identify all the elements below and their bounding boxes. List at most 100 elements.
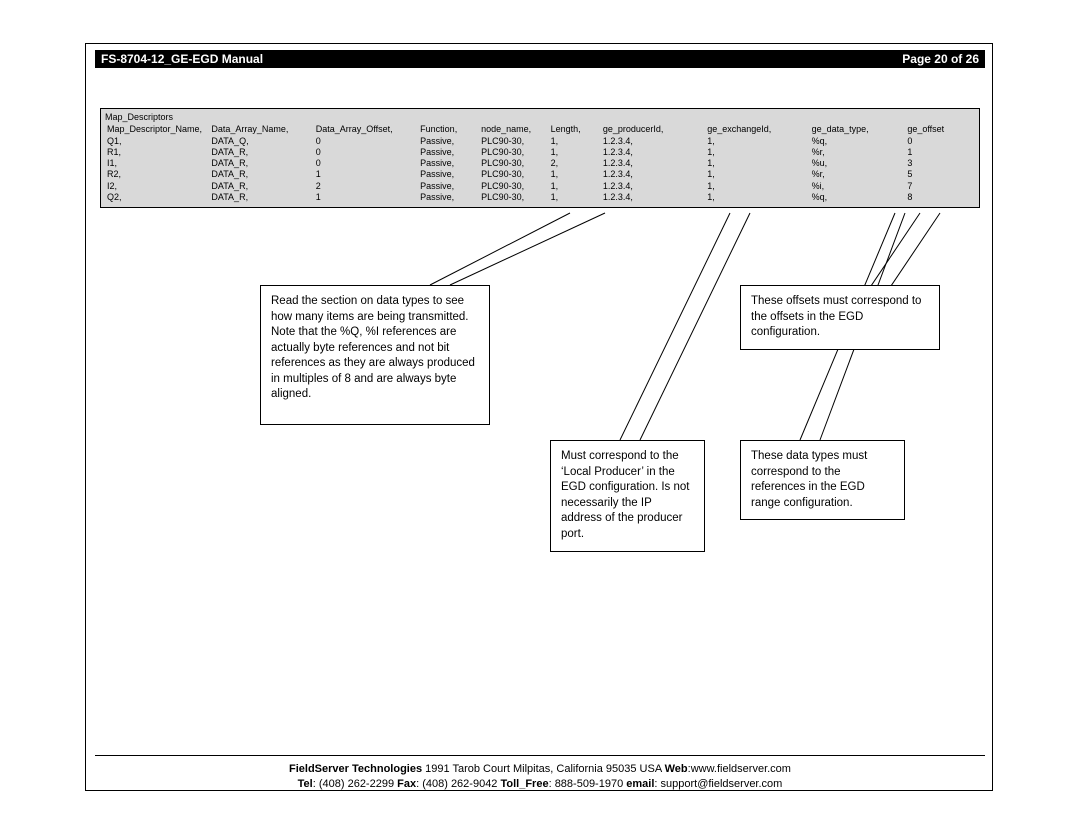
column-header: ge_data_type,: [810, 124, 906, 135]
callout-range-config: These data types must correspond to the …: [740, 440, 905, 520]
table-row: I1,DATA_R,0Passive,PLC90-30,2,1.2.3.4,1,…: [105, 158, 975, 169]
table-cell: 0: [314, 158, 418, 169]
table-cell: PLC90-30,: [479, 169, 549, 180]
table-cell: 1,: [549, 169, 601, 180]
footer-web-label: Web: [665, 763, 688, 775]
footer-email-value: : support@fieldserver.com: [654, 778, 782, 790]
table-cell: 1: [314, 169, 418, 180]
footer-company: FieldServer Technologies: [289, 763, 422, 775]
table-cell: %q,: [810, 136, 906, 147]
table-row: R2,DATA_R,1Passive,PLC90-30,1,1.2.3.4,1,…: [105, 169, 975, 180]
table-cell: 1: [314, 192, 418, 203]
table-cell: PLC90-30,: [479, 147, 549, 158]
table-cell: 1.2.3.4,: [601, 169, 705, 180]
table-cell: 1,: [705, 158, 809, 169]
table-cell: R2,: [105, 169, 209, 180]
column-header: ge_offset: [905, 124, 975, 135]
table-cell: I1,: [105, 158, 209, 169]
table-cell: 0: [314, 147, 418, 158]
callout-offsets: These offsets must correspond to the off…: [740, 285, 940, 350]
table-cell: PLC90-30,: [479, 181, 549, 192]
footer-fax-value: : (408) 262-9042: [416, 778, 500, 790]
table-cell: Q2,: [105, 192, 209, 203]
column-header: node_name,: [479, 124, 549, 135]
table-cell: 1.2.3.4,: [601, 192, 705, 203]
table-cell: Passive,: [418, 169, 479, 180]
data-grid: Map_Descriptor_Name,Data_Array_Name,Data…: [105, 124, 975, 203]
table-cell: 1.2.3.4,: [601, 181, 705, 192]
table-cell: 1,: [705, 136, 809, 147]
table-cell: R1,: [105, 147, 209, 158]
column-header: Function,: [418, 124, 479, 135]
table-cell: 2,: [549, 158, 601, 169]
table-cell: 1: [905, 147, 975, 158]
callout-text: Must correspond to the ‘Local Producer’ …: [561, 450, 689, 540]
table-cell: %q,: [810, 192, 906, 203]
footer-address: 1991 Tarob Court Milpitas, California 95…: [422, 763, 665, 775]
table-cell: 0: [905, 136, 975, 147]
table-cell: 2: [314, 181, 418, 192]
table-cell: 1.2.3.4,: [601, 158, 705, 169]
table-cell: DATA_R,: [209, 158, 313, 169]
callout-data-types: Read the section on data types to see ho…: [260, 285, 490, 425]
table-cell: 1,: [549, 147, 601, 158]
table-cell: DATA_R,: [209, 169, 313, 180]
table-cell: 1.2.3.4,: [601, 136, 705, 147]
footer-tel-label: Tel: [298, 778, 313, 790]
table-cell: %r,: [810, 147, 906, 158]
column-header: Data_Array_Offset,: [314, 124, 418, 135]
table-row: Q1,DATA_Q,0Passive,PLC90-30,1,1.2.3.4,1,…: [105, 136, 975, 147]
table-cell: DATA_R,: [209, 147, 313, 158]
column-header: ge_producerId,: [601, 124, 705, 135]
table-cell: Q1,: [105, 136, 209, 147]
table-cell: DATA_R,: [209, 192, 313, 203]
manual-title: FS-8704-12_GE-EGD Manual: [101, 52, 902, 66]
table-cell: 8: [905, 192, 975, 203]
table-cell: 5: [905, 169, 975, 180]
footer-fax-label: Fax: [397, 778, 416, 790]
callout-text: These data types must correspond to the …: [751, 450, 867, 509]
table-cell: DATA_R,: [209, 181, 313, 192]
footer-line-1: FieldServer Technologies 1991 Tarob Cour…: [95, 762, 985, 777]
footer-tollfree-label: Toll_Free: [500, 778, 548, 790]
footer-tollfree-value: : 888-509-1970: [549, 778, 627, 790]
table-cell: 1,: [705, 169, 809, 180]
table-cell: I2,: [105, 181, 209, 192]
table-cell: Passive,: [418, 181, 479, 192]
column-header: Map_Descriptor_Name,: [105, 124, 209, 135]
table-cell: PLC90-30,: [479, 158, 549, 169]
table-cell: PLC90-30,: [479, 192, 549, 203]
table-cell: 0: [314, 136, 418, 147]
footer-email-label: email: [626, 778, 654, 790]
table-cell: 1,: [705, 192, 809, 203]
footer-web-value: :www.fieldserver.com: [688, 763, 791, 775]
table-cell: 1,: [549, 181, 601, 192]
table-row: I2,DATA_R,2Passive,PLC90-30,1,1.2.3.4,1,…: [105, 181, 975, 192]
column-header: ge_exchangeId,: [705, 124, 809, 135]
table-row: Q2,DATA_R,1Passive,PLC90-30,1,1.2.3.4,1,…: [105, 192, 975, 203]
table-cell: 1,: [549, 192, 601, 203]
table-cell: 1,: [705, 181, 809, 192]
table-cell: 3: [905, 158, 975, 169]
table-cell: Passive,: [418, 147, 479, 158]
callout-local-producer: Must correspond to the ‘Local Producer’ …: [550, 440, 705, 552]
table-cell: 1.2.3.4,: [601, 147, 705, 158]
table-cell: 7: [905, 181, 975, 192]
page-footer: FieldServer Technologies 1991 Tarob Cour…: [95, 755, 985, 792]
page-number: Page 20 of 26: [902, 52, 979, 66]
footer-line-2: Tel: (408) 262-2299 Fax: (408) 262-9042 …: [95, 777, 985, 792]
table-cell: %r,: [810, 169, 906, 180]
column-header: Length,: [549, 124, 601, 135]
table-cell: PLC90-30,: [479, 136, 549, 147]
callout-text: Read the section on data types to see ho…: [271, 295, 475, 400]
table-cell: %u,: [810, 158, 906, 169]
map-descriptors-table: Map_Descriptors Map_Descriptor_Name,Data…: [100, 108, 980, 208]
table-cell: %i,: [810, 181, 906, 192]
page-header: FS-8704-12_GE-EGD Manual Page 20 of 26: [95, 50, 985, 68]
table-title: Map_Descriptors: [105, 112, 975, 124]
table-cell: 1,: [549, 136, 601, 147]
callout-text: These offsets must correspond to the off…: [751, 295, 921, 338]
table-cell: Passive,: [418, 192, 479, 203]
table-cell: 1,: [705, 147, 809, 158]
table-cell: Passive,: [418, 136, 479, 147]
